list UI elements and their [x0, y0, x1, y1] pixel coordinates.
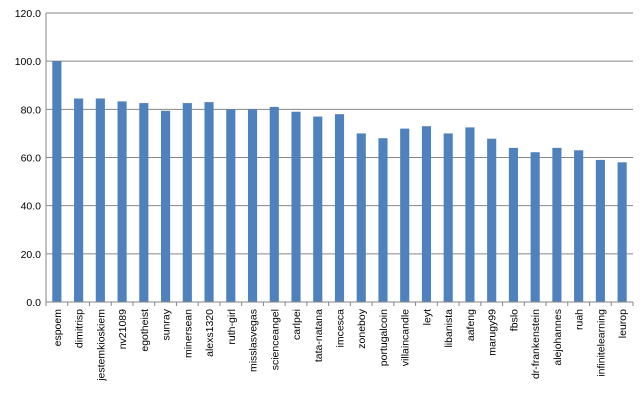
- bar: [269, 106, 279, 302]
- x-category-label: portugalcoin: [378, 309, 390, 366]
- x-category-label: fbslo: [508, 309, 520, 331]
- y-tick-label: 60.0: [21, 153, 42, 165]
- x-category-label: tata-natana: [313, 309, 325, 362]
- bar: [400, 128, 410, 302]
- bar: [443, 133, 453, 302]
- bar: [421, 126, 432, 302]
- x-category-label: sunray: [161, 308, 173, 340]
- x-category-label: leyt: [421, 309, 433, 325]
- x-category-label: nv21089: [117, 309, 129, 349]
- axes: [45, 13, 634, 306]
- bar: [356, 133, 366, 302]
- bar: [117, 101, 127, 302]
- x-category-label: villaincandle: [400, 309, 412, 366]
- bar: [487, 138, 497, 302]
- y-tick-label: 80.0: [21, 104, 42, 116]
- x-category-label: zoneboy: [356, 308, 368, 348]
- bar: [378, 138, 388, 302]
- x-category-label: ruth-girl: [226, 309, 238, 345]
- bar: [226, 109, 236, 302]
- x-category-label: alexs1320: [204, 309, 216, 357]
- x-category-label: espoem: [52, 309, 64, 347]
- y-tick-label: 20.0: [21, 249, 42, 261]
- bar: [334, 114, 345, 303]
- bar: [617, 162, 627, 302]
- bar: [52, 61, 62, 302]
- x-category-label: jestemkioskiem: [95, 309, 107, 382]
- bar: [508, 147, 518, 302]
- x-category-label: aafeng: [465, 309, 477, 341]
- y-axis-tick-labels: 0.0 20.0 40.0 60.0 80.0 100.0 120.0: [15, 8, 41, 309]
- bar: [204, 102, 214, 302]
- bar: [574, 150, 584, 302]
- bar: [313, 116, 323, 302]
- bar: [74, 98, 84, 302]
- y-tick-label: 120.0: [15, 8, 41, 20]
- x-category-label: leurop: [617, 309, 629, 338]
- x-category-label: scienceangel: [269, 309, 281, 370]
- bar-series: [52, 61, 627, 303]
- y-tick-label: 0.0: [26, 297, 41, 309]
- bar: [139, 103, 149, 303]
- x-category-label: dimitrisp: [74, 309, 86, 348]
- bar: [465, 127, 475, 302]
- x-category-label: alejohannes: [552, 309, 564, 366]
- bar: [530, 152, 540, 302]
- x-category-label: imcesca: [335, 309, 347, 348]
- x-category-label: carlpei: [291, 309, 303, 340]
- y-tick-label: 100.0: [15, 56, 41, 68]
- bar: [95, 98, 105, 302]
- bar: [291, 111, 301, 302]
- bar: [595, 159, 605, 302]
- bar: [161, 110, 171, 302]
- x-category-label: ruah: [574, 309, 586, 330]
- bar: [247, 109, 258, 302]
- bar: [182, 103, 192, 303]
- y-tick-label: 40.0: [21, 201, 42, 213]
- x-category-label: libanista: [443, 309, 455, 348]
- x-category-label: misslasvegas: [248, 309, 260, 372]
- x-category-label: dr-frankenstein: [530, 309, 542, 379]
- x-category-label: egotheist: [139, 309, 151, 352]
- x-category-label: marugy99: [487, 309, 499, 356]
- x-category-label: minersean: [182, 309, 194, 358]
- bar: [552, 147, 562, 302]
- x-category-label: infinitelearning: [595, 309, 607, 377]
- x-axis-category-labels: espoem dimitrisp jestemkioskiem nv21089 egot…: [52, 308, 629, 382]
